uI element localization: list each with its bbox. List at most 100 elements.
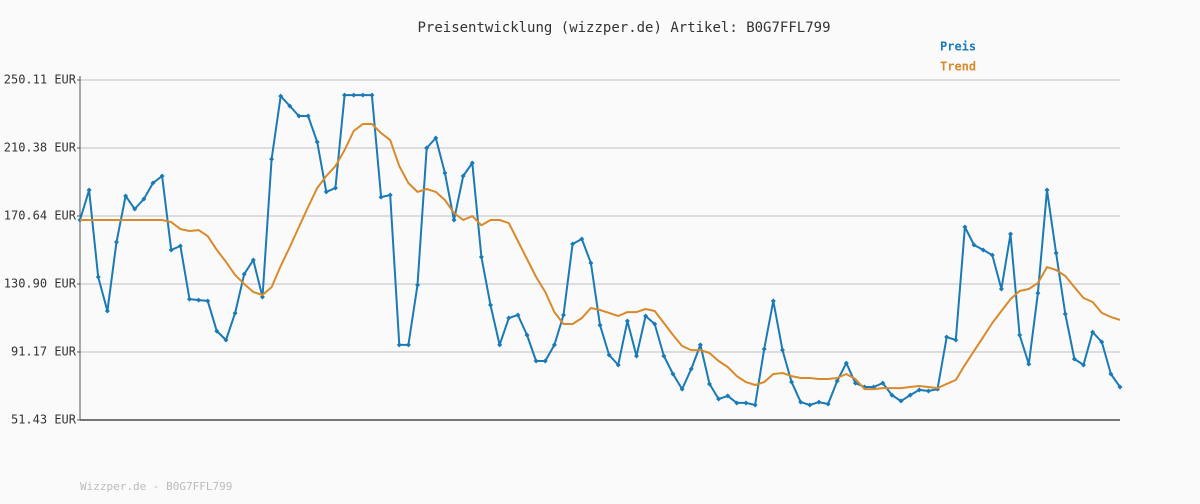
point-marker: [889, 392, 895, 398]
point-marker: [287, 103, 293, 109]
point-marker: [360, 92, 366, 98]
point-marker: [159, 173, 165, 179]
point-marker: [1117, 384, 1123, 390]
point-marker: [141, 196, 147, 202]
point-marker: [396, 342, 402, 348]
point-marker: [196, 297, 202, 303]
point-marker: [542, 358, 548, 364]
point-marker: [880, 380, 886, 386]
footer: Wizzper.de - B0G7FFL799: [80, 480, 232, 493]
y-tick-label: 130.90 EUR: [4, 277, 77, 291]
point-marker: [615, 362, 621, 368]
point-marker: [123, 193, 129, 199]
point-marker: [314, 139, 320, 145]
point-marker: [624, 318, 630, 324]
y-tick-label: 51.43 EUR: [11, 413, 77, 427]
point-marker: [186, 296, 192, 302]
point-marker: [524, 332, 530, 338]
point-marker: [843, 360, 849, 366]
point-marker: [205, 298, 211, 304]
point-marker: [415, 282, 421, 288]
point-marker: [451, 217, 457, 223]
point-marker: [743, 400, 749, 406]
point-marker: [1017, 332, 1023, 338]
point-marker: [916, 387, 922, 393]
point-marker: [734, 400, 740, 406]
point-marker: [168, 247, 174, 253]
point-marker: [1108, 371, 1114, 377]
point-marker: [816, 399, 822, 405]
point-marker: [278, 93, 284, 99]
point-marker: [223, 337, 229, 343]
point-marker: [834, 378, 840, 384]
point-marker: [351, 92, 357, 98]
point-marker: [688, 366, 694, 372]
point-marker: [770, 298, 776, 304]
point-marker: [269, 156, 275, 162]
point-marker: [378, 194, 384, 200]
point-marker: [588, 260, 594, 266]
point-marker: [697, 342, 703, 348]
point-marker: [670, 371, 676, 377]
series-line: [79, 94, 1121, 406]
point-marker: [725, 393, 731, 399]
point-marker: [925, 388, 931, 394]
point-marker: [332, 185, 338, 191]
point-marker: [342, 92, 348, 98]
point-marker: [113, 239, 119, 245]
point-marker: [825, 401, 831, 407]
point-marker: [998, 286, 1004, 292]
point-marker: [214, 328, 220, 334]
point-marker: [989, 252, 995, 258]
point-marker: [907, 392, 913, 398]
y-tick-label: 91.17 EUR: [11, 344, 77, 358]
point-marker: [679, 386, 685, 392]
point-marker: [633, 353, 639, 359]
point-marker: [259, 294, 265, 300]
y-tick-label: 250.11 EUR: [4, 73, 77, 87]
point-marker: [369, 92, 375, 98]
point-marker: [488, 302, 494, 308]
point-marker: [424, 145, 430, 151]
point-marker: [1071, 356, 1077, 362]
point-marker: [643, 313, 649, 319]
point-marker: [1026, 361, 1032, 367]
series-line: [80, 123, 1121, 391]
point-marker: [405, 342, 411, 348]
point-marker: [807, 402, 813, 408]
point-marker: [980, 247, 986, 253]
point-marker: [433, 135, 439, 141]
point-marker: [497, 342, 503, 348]
point-marker: [962, 224, 968, 230]
point-marker: [1035, 290, 1041, 296]
point-marker: [250, 257, 256, 263]
point-marker: [387, 192, 393, 198]
point-marker: [305, 113, 311, 119]
point-marker: [551, 342, 557, 348]
point-marker: [706, 381, 712, 387]
y-tick-label: 170.64 EUR: [4, 208, 77, 222]
point-marker: [104, 308, 110, 314]
point-marker: [150, 180, 156, 186]
point-marker: [132, 206, 138, 212]
point-marker: [95, 274, 101, 280]
point-marker: [506, 315, 512, 321]
legend-label: Trend: [940, 60, 976, 74]
point-marker: [716, 396, 722, 402]
point-marker: [597, 322, 603, 328]
point-marker: [789, 379, 795, 385]
point-marker: [296, 113, 302, 119]
point-marker: [533, 358, 539, 364]
point-marker: [898, 398, 904, 404]
point-marker: [798, 399, 804, 405]
point-marker: [661, 353, 667, 359]
point-marker: [779, 347, 785, 353]
point-marker: [652, 321, 658, 327]
point-marker: [469, 160, 475, 166]
point-marker: [761, 346, 767, 352]
point-marker: [323, 189, 329, 195]
point-marker: [1044, 187, 1050, 193]
point-marker: [570, 241, 576, 247]
